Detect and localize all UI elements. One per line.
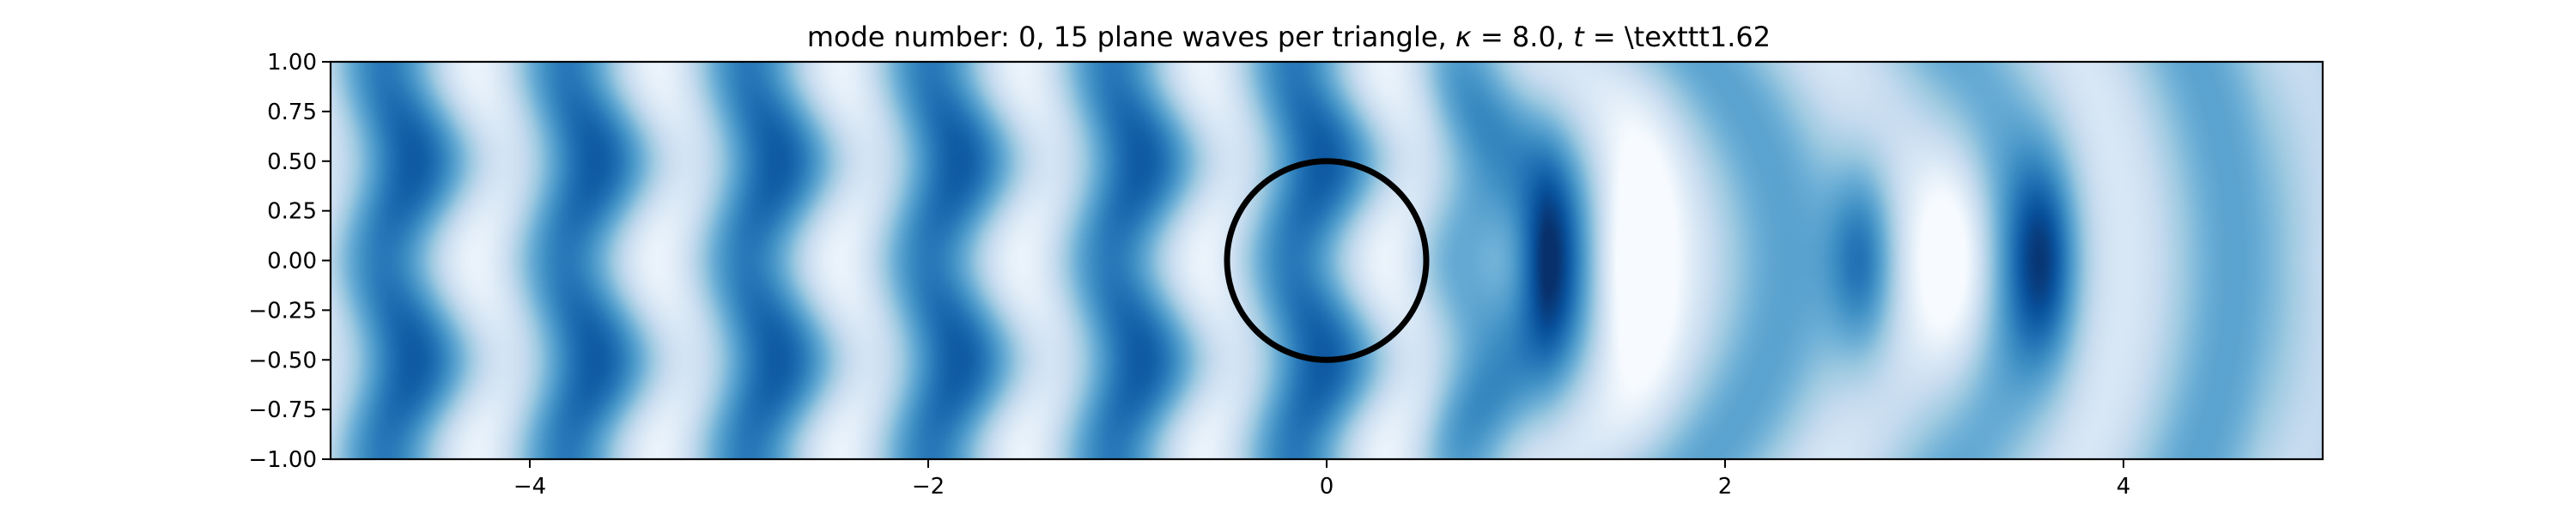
y-axis: 1.00 0.75 0.50 0.25 0.00 −0.25 −0.50 −0.75 −1.00 (248, 50, 331, 473)
y-tick-label: −0.25 (248, 298, 317, 324)
y-tick-label: 1.00 (267, 50, 317, 76)
x-tick-label: 4 (2117, 474, 2131, 500)
title-t-symbol: t (1573, 21, 1585, 53)
y-tick-label: −1.00 (248, 447, 317, 473)
y-tick-label: −0.75 (248, 397, 317, 423)
x-axis: −4 −2 0 2 4 (513, 459, 2130, 500)
title-kappa-value: = 8.0, (1472, 21, 1573, 53)
plot-area (329, 60, 2324, 461)
y-tick-label: 0.00 (267, 249, 317, 275)
y-tick-label: 0.75 (267, 100, 317, 125)
heatmap-canvas (331, 62, 2323, 459)
title-prefix: mode number: 0, 15 plane waves per trian… (807, 21, 1455, 53)
y-tick-label: 0.50 (267, 149, 317, 175)
title-kappa-symbol: κ (1455, 21, 1472, 53)
y-tick-label: 0.25 (267, 199, 317, 225)
x-tick-label: 2 (1718, 474, 1733, 500)
x-tick-label: −4 (513, 474, 546, 500)
heatmap (331, 62, 2323, 459)
title-t-value: = \texttt1.62 (1584, 21, 1771, 53)
x-tick-label: 0 (1320, 474, 1334, 500)
y-tick-label: −0.50 (248, 348, 317, 373)
x-tick-label: −2 (912, 474, 945, 500)
obstacle-layer (1224, 158, 1430, 363)
chart-title: mode number: 0, 15 plane waves per trian… (807, 21, 1771, 53)
obstacle-circle (1224, 158, 1430, 363)
